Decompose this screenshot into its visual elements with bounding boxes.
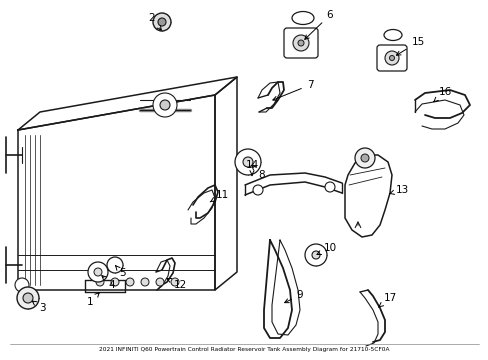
FancyBboxPatch shape bbox=[376, 45, 406, 71]
Text: 3: 3 bbox=[32, 301, 45, 313]
Circle shape bbox=[292, 35, 308, 51]
Circle shape bbox=[297, 40, 304, 46]
Text: 2021 INFINITI Q60 Powertrain Control Radiator Reservoir Tank Assembly Diagram fo: 2021 INFINITI Q60 Powertrain Control Rad… bbox=[99, 347, 388, 352]
Circle shape bbox=[160, 100, 170, 110]
Circle shape bbox=[94, 268, 102, 276]
Circle shape bbox=[158, 18, 165, 26]
Circle shape bbox=[354, 148, 374, 168]
Text: 8: 8 bbox=[251, 166, 265, 180]
Circle shape bbox=[171, 278, 179, 286]
Text: 1: 1 bbox=[86, 293, 99, 307]
Ellipse shape bbox=[291, 12, 313, 24]
Circle shape bbox=[156, 278, 163, 286]
Text: 17: 17 bbox=[378, 293, 396, 307]
Text: 15: 15 bbox=[396, 37, 424, 55]
Circle shape bbox=[111, 278, 119, 286]
Circle shape bbox=[252, 185, 263, 195]
FancyBboxPatch shape bbox=[284, 28, 317, 58]
Text: 2: 2 bbox=[148, 13, 161, 30]
Text: 11: 11 bbox=[210, 190, 228, 202]
Circle shape bbox=[23, 293, 33, 303]
Ellipse shape bbox=[383, 30, 401, 40]
Circle shape bbox=[126, 278, 134, 286]
Text: 16: 16 bbox=[433, 87, 451, 102]
Circle shape bbox=[141, 278, 149, 286]
Circle shape bbox=[243, 157, 252, 167]
Text: 7: 7 bbox=[272, 80, 313, 100]
Circle shape bbox=[88, 262, 108, 282]
Circle shape bbox=[235, 149, 261, 175]
Text: 9: 9 bbox=[284, 290, 303, 303]
Circle shape bbox=[96, 278, 104, 286]
Circle shape bbox=[153, 93, 177, 117]
Circle shape bbox=[389, 55, 394, 60]
Circle shape bbox=[305, 244, 326, 266]
Circle shape bbox=[107, 257, 123, 273]
Text: 13: 13 bbox=[389, 185, 408, 195]
Text: 14: 14 bbox=[245, 160, 258, 176]
Circle shape bbox=[384, 51, 398, 65]
Circle shape bbox=[153, 13, 171, 31]
Circle shape bbox=[15, 278, 29, 292]
Polygon shape bbox=[345, 155, 391, 237]
Text: 12: 12 bbox=[166, 279, 186, 290]
Circle shape bbox=[325, 182, 334, 192]
Circle shape bbox=[311, 251, 319, 259]
Circle shape bbox=[17, 287, 39, 309]
Circle shape bbox=[360, 154, 368, 162]
Text: 10: 10 bbox=[316, 243, 336, 255]
Text: 6: 6 bbox=[304, 10, 333, 39]
Text: 5: 5 bbox=[115, 266, 125, 278]
Text: 4: 4 bbox=[102, 275, 115, 290]
